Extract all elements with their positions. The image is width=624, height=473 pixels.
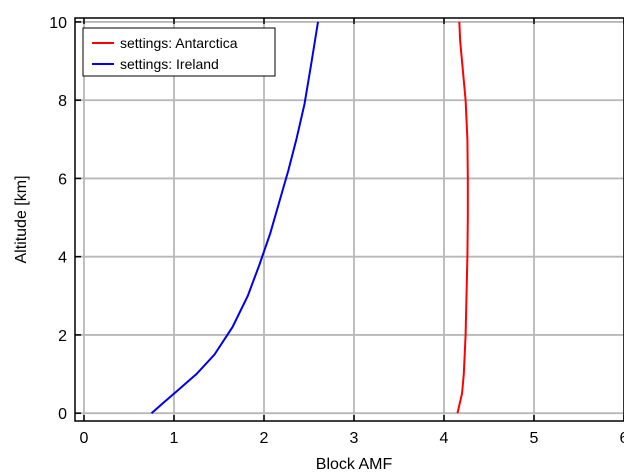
grid [75, 18, 624, 421]
y-tick-label: 8 [58, 93, 67, 110]
y-tick-label: 6 [58, 171, 67, 188]
x-tick-label: 5 [530, 430, 539, 447]
legend: settings: Antarctica settings: Ireland [82, 27, 276, 77]
series-layer [150, 21, 469, 414]
y-tick-label: 10 [49, 15, 67, 32]
x-tick-label: 3 [350, 430, 359, 447]
y-tick-label: 4 [58, 250, 67, 267]
y-axis-title: Altitude [km] [13, 175, 30, 263]
x-tick-label: 6 [620, 430, 624, 447]
series-line-1 [456, 21, 469, 414]
x-tick-label: 1 [170, 430, 179, 447]
legend-label-1: settings: Antarctica [120, 35, 238, 51]
tick-labels: 0 1 2 3 4 5 6 0 2 4 6 8 10 [49, 15, 624, 447]
series-line-2 [150, 21, 319, 414]
plot-frame [74, 17, 624, 422]
legend-label-2: settings: Ireland [120, 56, 219, 72]
tick-marks [75, 18, 624, 421]
x-tick-label: 2 [260, 430, 269, 447]
x-axis-title: Block AMF [316, 456, 393, 473]
legend-box [82, 27, 276, 77]
y-tick-label: 2 [58, 328, 67, 345]
x-tick-label: 0 [80, 430, 89, 447]
x-tick-label: 4 [440, 430, 449, 447]
y-tick-label: 0 [58, 406, 67, 423]
